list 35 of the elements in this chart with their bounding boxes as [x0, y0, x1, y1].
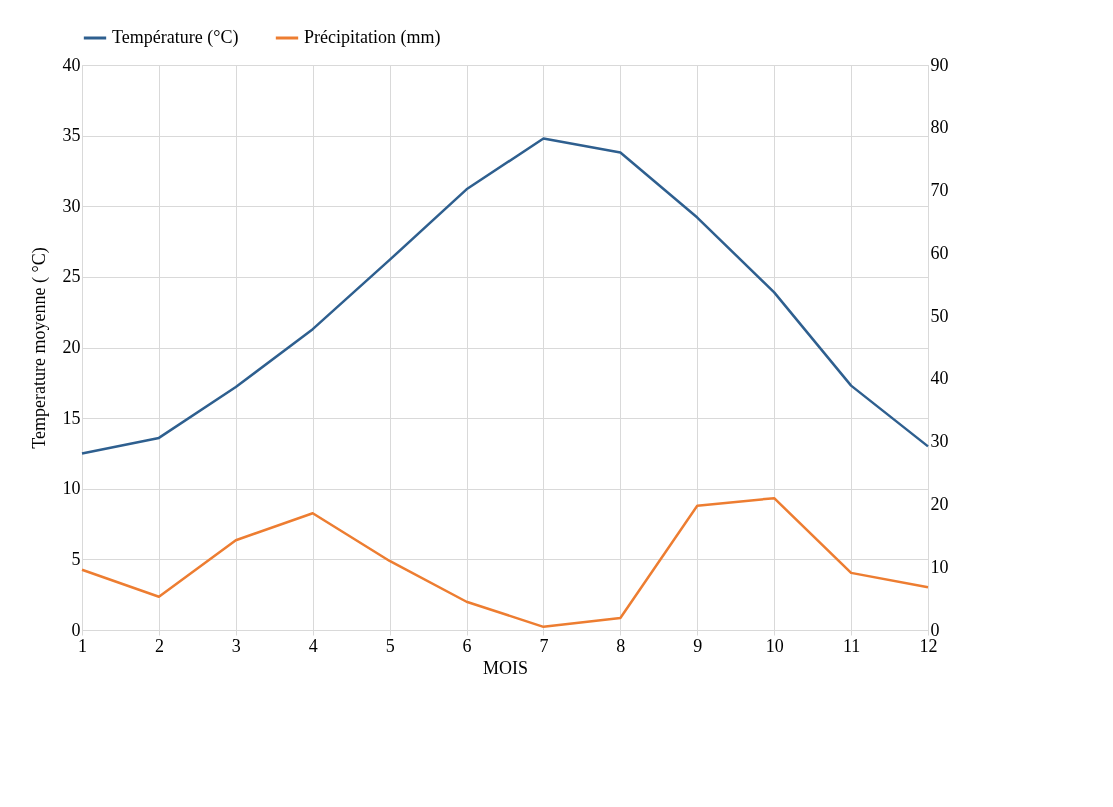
x-tick-label: 4 — [308, 635, 318, 656]
y-tick-label: 10 — [62, 478, 81, 499]
x-tick-label: 10 — [765, 635, 784, 656]
x-tick-label: 1 — [78, 635, 87, 656]
y2-tick-label: 20 — [930, 493, 949, 514]
y-axis-title: Temperature moyenne ( °C) — [28, 247, 50, 449]
x-tick-label: 6 — [462, 635, 472, 656]
y-tick-label: 0 — [71, 619, 81, 640]
y2-tick-label: 40 — [930, 368, 949, 389]
y2-tick-label: 60 — [930, 242, 949, 263]
y-tick-label: 5 — [71, 548, 81, 569]
x-tick-label: 2 — [154, 635, 164, 656]
y-tick-label: 40 — [62, 54, 81, 75]
y-tick-label: 15 — [62, 407, 81, 428]
x-axis-title: MOIS — [482, 657, 529, 678]
y2-tick-label: 30 — [930, 431, 949, 452]
x-tick-label: 8 — [616, 635, 626, 656]
line-series — [80, 137, 930, 455]
y-tick-label: 30 — [62, 195, 81, 216]
y2-tick-label: 70 — [930, 180, 949, 201]
y2-tick-label: 90 — [930, 54, 949, 75]
y-tick-label: 25 — [62, 266, 81, 287]
x-tick-label: 9 — [693, 635, 703, 656]
x-tick-label: 7 — [539, 635, 549, 656]
x-tick-label: 11 — [842, 635, 861, 656]
x-tick-label: 3 — [231, 635, 241, 656]
legend-label: Température (°C) — [112, 27, 239, 48]
y-tick-label: 20 — [62, 337, 81, 357]
x-tick-label: 5 — [385, 635, 395, 656]
legend-label: Précipitation (mm) — [304, 27, 441, 48]
line-series — [80, 496, 930, 629]
y2-tick-label: 80 — [930, 117, 949, 138]
y2-tick-label: 50 — [930, 305, 949, 326]
y-tick-label: 35 — [62, 125, 81, 146]
y2-tick-label: 10 — [930, 556, 949, 577]
